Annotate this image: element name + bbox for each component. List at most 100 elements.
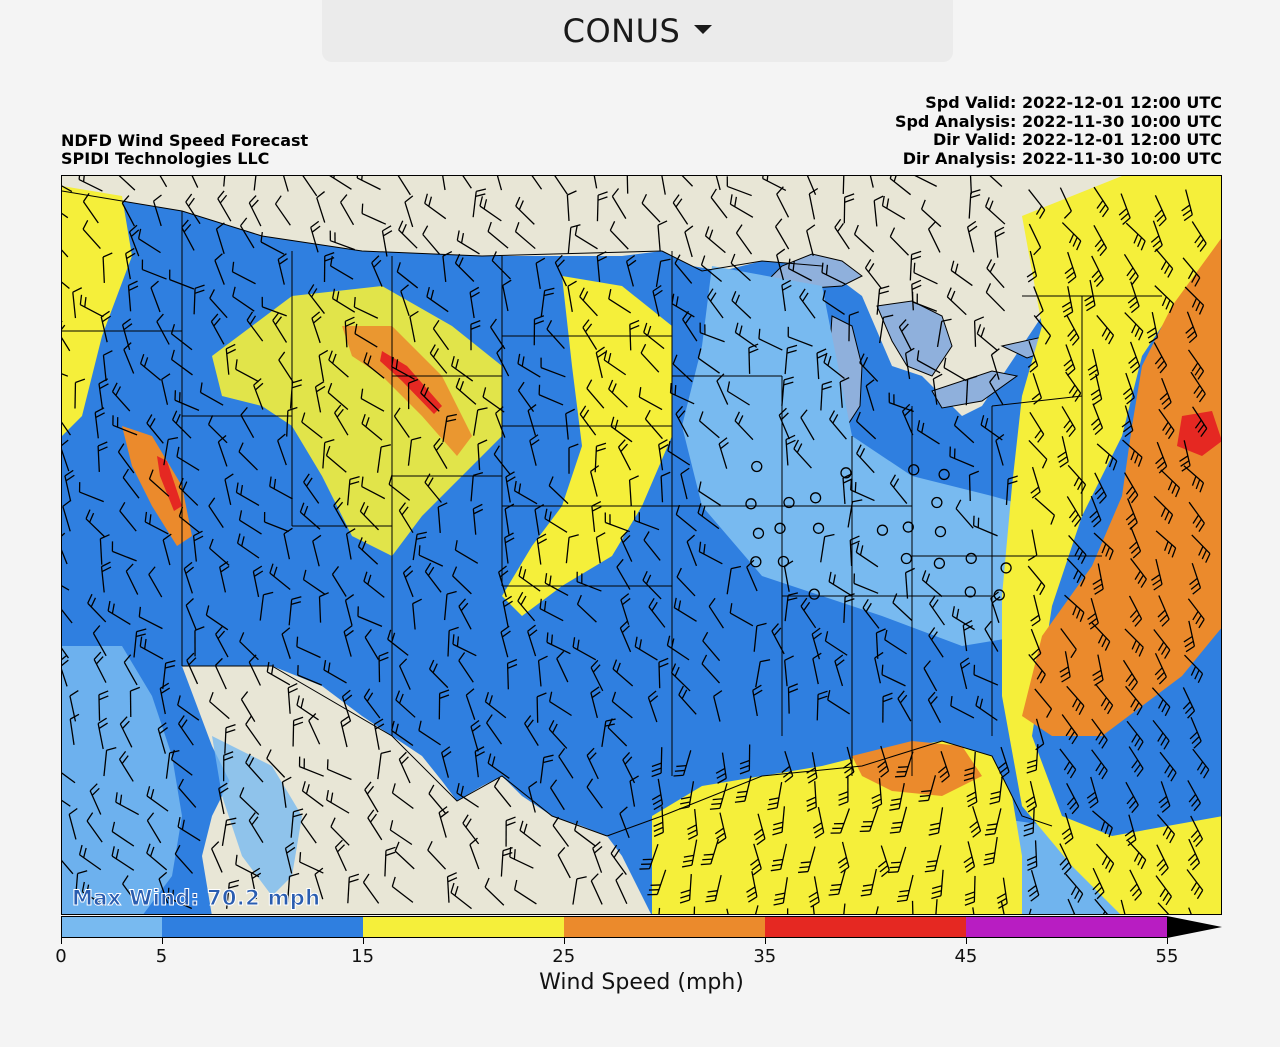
wind-barb-feather xyxy=(568,443,579,449)
wind-barb-shaft xyxy=(984,628,999,652)
wind-barb-feather xyxy=(143,357,149,368)
wind-barb-feather xyxy=(181,219,189,228)
wind-barb-feather xyxy=(333,176,335,179)
wind-barb-feather xyxy=(1071,514,1079,523)
meta-key: Dir Valid: xyxy=(933,130,1017,149)
wind-barb-feather xyxy=(393,407,401,417)
wind-barb-shaft xyxy=(820,536,826,563)
wind-barb-shaft xyxy=(362,881,380,904)
wind-barb-feather xyxy=(139,636,143,647)
wind-barb-feather xyxy=(345,321,355,327)
wind-barb-feather xyxy=(100,310,110,318)
wind-speed-map[interactable]: Max Wind: 70.2 mph xyxy=(61,175,1222,915)
wind-barb-shaft xyxy=(657,225,661,252)
wind-barb-feather xyxy=(720,442,729,450)
wind-barb-feather xyxy=(1096,891,1105,900)
wind-barb-feather xyxy=(398,220,404,231)
wind-barb-shaft xyxy=(681,176,694,187)
wind-barb-shaft xyxy=(674,263,693,284)
wind-barb-feather xyxy=(839,861,849,869)
wind-barb-feather xyxy=(921,422,925,433)
region-selector-dropdown[interactable]: CONUS xyxy=(322,0,953,62)
wind-barb-feather xyxy=(651,772,662,778)
wind-barb-feather xyxy=(1025,796,1035,803)
wind-barb-feather xyxy=(916,420,921,431)
wind-barb-shaft xyxy=(286,876,291,903)
wind-barb-feather xyxy=(458,257,464,267)
wind-barb-feather xyxy=(349,873,360,878)
wind-barb-feather xyxy=(65,474,75,482)
wind-barb-feather xyxy=(487,753,492,764)
wind-barb-feather xyxy=(1160,800,1169,809)
wind-barb-shaft xyxy=(1028,223,1042,248)
colorbar-tick-label: 5 xyxy=(155,946,168,967)
wind-barb-shaft xyxy=(496,176,503,191)
wind-barb-shaft xyxy=(171,759,193,776)
wind-barb-shaft xyxy=(615,879,628,905)
wind-barb-feather xyxy=(582,319,590,328)
wind-barb-feather xyxy=(739,759,750,765)
wind-barb-feather xyxy=(548,575,552,586)
wind-barb-shaft xyxy=(611,196,627,219)
wind-barb-feather xyxy=(1126,267,1134,277)
wind-barb-feather xyxy=(829,888,840,891)
wind-barb-feather xyxy=(78,844,83,855)
wind-barb-feather xyxy=(679,899,690,904)
calm-marker xyxy=(993,589,1005,601)
wind-barb-feather xyxy=(176,446,180,457)
wind-barb-feather xyxy=(168,436,179,441)
wind-barb-shaft xyxy=(122,883,139,906)
wind-barb-feather xyxy=(579,287,585,298)
wind-barb-feather xyxy=(806,767,816,774)
wind-barb-feather xyxy=(72,287,83,293)
wind-barb-shaft xyxy=(437,506,441,534)
wind-barb-feather xyxy=(1061,301,1072,308)
wind-barb-feather xyxy=(897,690,905,699)
wind-barb-shaft xyxy=(209,701,230,720)
wind-barb-feather xyxy=(659,444,669,451)
wind-barb-feather xyxy=(682,859,693,863)
wind-barb-feather xyxy=(518,566,523,577)
wind-barb-shaft xyxy=(316,197,326,223)
wind-barb-feather xyxy=(854,482,857,493)
wind-barb-feather xyxy=(800,597,808,607)
wind-barb-feather xyxy=(776,186,784,195)
wind-barb-shaft xyxy=(788,336,813,347)
wind-barb-feather xyxy=(395,690,401,701)
wind-barb-feather xyxy=(1157,732,1164,742)
wind-barb-feather xyxy=(475,751,485,757)
wind-barb-feather xyxy=(619,620,629,629)
wind-barb-feather xyxy=(1196,389,1204,399)
wind-barb-feather xyxy=(752,684,762,691)
wind-barb-feather xyxy=(115,848,120,859)
wind-barb-feather xyxy=(207,415,214,425)
wind-barb-feather xyxy=(1076,240,1082,251)
wind-barb-feather xyxy=(308,713,317,722)
wind-barb-feather xyxy=(1071,388,1079,398)
wind-barb-feather xyxy=(432,319,440,330)
wind-barb-feather xyxy=(1124,829,1134,837)
wind-barb-feather xyxy=(1077,893,1084,903)
wind-barb-shaft xyxy=(62,281,70,289)
wind-barb-feather xyxy=(416,531,427,535)
wind-barb-feather xyxy=(1134,570,1141,580)
wind-barb-feather xyxy=(479,196,484,207)
wind-barb-feather xyxy=(800,861,811,864)
wind-barb-feather xyxy=(882,692,893,698)
wind-barb-feather xyxy=(768,797,780,801)
wind-barb-feather xyxy=(872,803,882,810)
wind-barb-feather xyxy=(620,593,630,601)
wind-barb-feather xyxy=(860,893,871,897)
wind-barb-feather xyxy=(850,540,860,546)
wind-barb-feather xyxy=(99,383,109,390)
wind-barb-feather xyxy=(473,503,483,510)
wind-barb-feather xyxy=(974,316,985,322)
wind-barb-feather xyxy=(1187,330,1196,339)
wind-barb-feather xyxy=(652,799,663,806)
wind-barb-feather xyxy=(814,832,825,839)
wind-barb-feather xyxy=(103,350,113,356)
wind-barb-feather xyxy=(608,379,614,390)
wind-barb-shaft xyxy=(400,290,410,316)
wind-barb-feather xyxy=(382,230,393,237)
wind-barb-feather xyxy=(367,355,372,366)
